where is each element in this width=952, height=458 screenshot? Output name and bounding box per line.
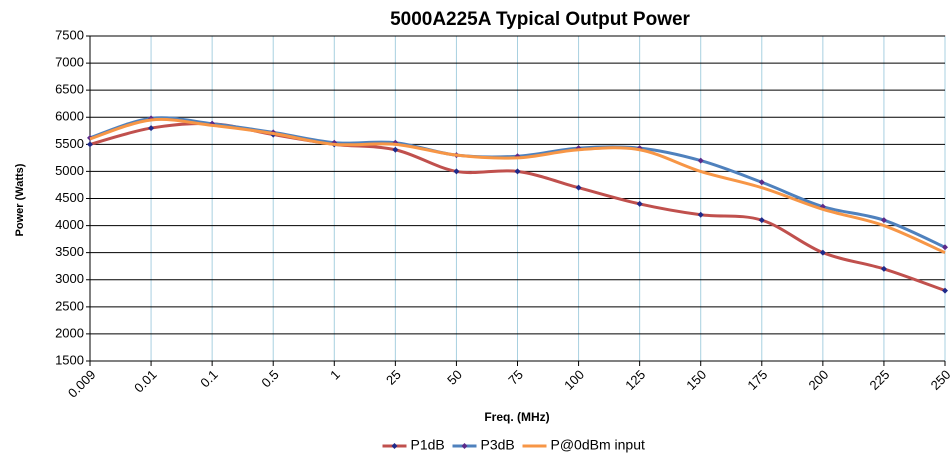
point-marker <box>758 179 765 186</box>
y-tick-label: 2500 <box>55 298 84 313</box>
x-tick-label: 75 <box>505 367 526 388</box>
point-marker <box>697 211 704 218</box>
x-axis-label: Freq. (MHz) <box>484 410 549 424</box>
point-marker <box>392 146 399 153</box>
point-marker <box>148 125 155 132</box>
legend-label: P1dB <box>411 437 445 453</box>
x-tick-label: 175 <box>744 367 770 393</box>
x-tick-label: 200 <box>805 367 831 393</box>
point-marker <box>575 184 582 191</box>
y-tick-label: 1500 <box>55 352 84 367</box>
point-marker <box>880 265 887 272</box>
y-tick-label: 4000 <box>55 217 84 232</box>
point-marker <box>453 168 460 175</box>
point-marker <box>87 141 93 148</box>
y-tick-label: 5000 <box>55 163 84 178</box>
x-tick-label: 150 <box>683 367 709 393</box>
y-tick-label: 3500 <box>55 244 84 259</box>
x-tick-label: 0.01 <box>131 367 160 396</box>
x-tick-label: 0.1 <box>197 367 220 390</box>
y-tick-label: 6000 <box>55 109 84 124</box>
y-tick-label: 7000 <box>55 55 84 70</box>
point-marker <box>942 287 948 294</box>
chart-title: 5000A225A Typical Output Power <box>390 9 690 30</box>
y-tick-label: 2000 <box>55 325 84 340</box>
y-tick-label: 5500 <box>55 136 84 151</box>
y-axis-label: Power (Watts) <box>14 163 26 236</box>
x-tick-label: 1 <box>327 367 343 383</box>
x-tick-label: 225 <box>867 367 893 393</box>
y-tick-label: 4500 <box>55 190 84 205</box>
x-tick-label: 250 <box>928 367 952 393</box>
legend-label: P@0dBm input <box>551 437 645 453</box>
x-tick-label: 100 <box>561 367 587 393</box>
legend-label: P3dB <box>481 437 515 453</box>
y-tick-label: 6500 <box>55 82 84 97</box>
point-marker <box>514 168 521 175</box>
x-tick-label: 0.009 <box>65 367 99 401</box>
point-marker <box>942 244 948 251</box>
y-tick-label: 7500 <box>55 27 84 42</box>
point-marker <box>758 217 765 224</box>
x-tick-label: 50 <box>444 367 465 388</box>
x-tick-label: 25 <box>383 367 404 388</box>
point-marker <box>819 249 826 256</box>
point-marker <box>697 157 704 164</box>
x-tick-label: 125 <box>622 367 648 393</box>
point-marker <box>880 217 887 224</box>
legend-marker <box>391 443 398 449</box>
x-tick-label: 0.5 <box>258 367 281 390</box>
legend-marker <box>461 443 468 449</box>
y-tick-label: 3000 <box>55 271 84 286</box>
point-marker <box>636 200 643 207</box>
series-line <box>89 117 946 255</box>
